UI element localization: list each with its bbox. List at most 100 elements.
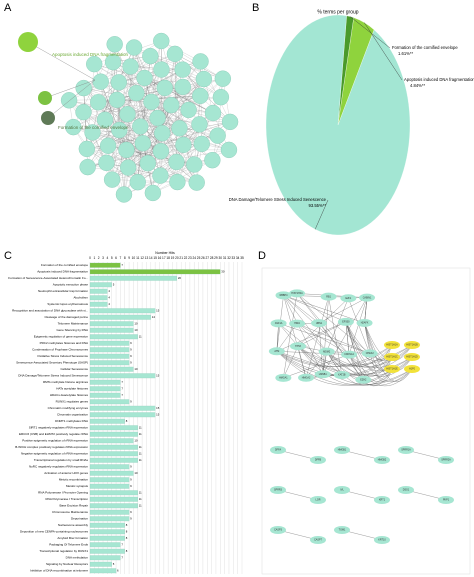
node-label: H1F0 (409, 368, 416, 371)
node (289, 319, 306, 328)
value-label: 10 (134, 438, 138, 442)
y-tick-label: Meiotic recombination (59, 478, 89, 482)
x-tick-label: 35 (240, 256, 244, 260)
bar (89, 288, 108, 294)
node (204, 104, 222, 122)
edge (127, 47, 135, 115)
node (134, 135, 152, 152)
y-tick-label: Oxidative Stress Induced Senescence (37, 354, 88, 358)
x-tick-label: 8 (124, 256, 126, 260)
x-tick-label: 28 (210, 256, 214, 260)
node-label: SPRR1A (401, 449, 411, 452)
node-label: Formation of the cornified envelope (58, 125, 129, 130)
edge (276, 323, 279, 352)
y-tick-label: Base Excision Repair (59, 504, 88, 508)
node (108, 91, 126, 109)
y-tick-label: DNA methylation (66, 556, 89, 560)
node (106, 36, 123, 53)
node (359, 293, 376, 302)
node (96, 111, 114, 128)
node (119, 106, 136, 123)
edge (98, 102, 180, 129)
node-label: LMNB1 (319, 373, 328, 376)
y-tick-label: Negative epigenetic regulation of rRNA e… (21, 452, 88, 456)
value-label: 7 (121, 555, 123, 559)
value-label: 4 (108, 295, 110, 299)
node (168, 153, 185, 171)
bar (89, 366, 134, 372)
node (84, 124, 101, 141)
bar (89, 470, 134, 476)
x-tick-label: 20 (175, 256, 179, 260)
panel-frame (261, 267, 471, 575)
edge (276, 351, 393, 386)
node-label: LOR (316, 499, 321, 502)
x-tick-label: 7 (120, 256, 122, 260)
node (180, 101, 197, 119)
node (166, 45, 184, 63)
node (214, 70, 232, 87)
node (404, 365, 420, 373)
x-tick-label: 25 (197, 256, 201, 260)
node (163, 96, 180, 114)
y-tick-label: Chromatin organization (57, 413, 88, 417)
bar (89, 262, 121, 268)
bar (89, 483, 130, 489)
bar (89, 457, 138, 463)
bar (89, 282, 112, 288)
value-label: 5 (113, 282, 115, 286)
node (384, 365, 400, 373)
y-tick-label: Packaging Of Telomere Ends (49, 543, 88, 547)
node (270, 526, 286, 534)
y-tick-label: Telomere Maintenance (58, 322, 89, 326)
x-tick-label: 4 (106, 256, 108, 260)
x-tick-label: 9 (128, 256, 130, 260)
node (103, 171, 121, 188)
node (169, 173, 186, 191)
node (384, 341, 400, 349)
y-tick-label: Gene Silencing by RNA (56, 328, 88, 332)
edge (297, 344, 413, 366)
y-tick-label: DNMT1 methylates DNA (55, 419, 88, 423)
bar (89, 386, 121, 392)
y-tick-label: HATs acetylate histones (56, 387, 88, 391)
bar (89, 496, 138, 502)
value-label: 11 (139, 432, 142, 436)
x-tick-label: 30 (219, 256, 223, 260)
node (139, 155, 157, 172)
bar (89, 477, 130, 483)
y-tick-label: ERCC6 (CSB) and EHMT2 positively regulat… (19, 432, 88, 436)
slice-value: 4.84%** (410, 83, 426, 88)
x-tick-label: 10 (132, 256, 136, 260)
node (192, 87, 209, 105)
edge (322, 297, 368, 375)
node (186, 156, 203, 173)
edge (348, 297, 368, 355)
node (125, 39, 143, 56)
node (128, 84, 145, 102)
node-label: KRT10 (378, 539, 386, 542)
y-tick-label: RUNX1 regulates genes (56, 400, 89, 404)
edge (364, 297, 368, 323)
edge (348, 354, 413, 377)
x-tick-label: 24 (192, 256, 196, 260)
edge (276, 351, 413, 386)
node-label: CASP7 (314, 539, 323, 542)
value-label: 4 (108, 302, 110, 306)
node (310, 536, 326, 544)
y-tick-label: B-WICH complex positively regulates rRNA… (15, 445, 88, 449)
bar (89, 399, 130, 405)
node-label: CHEK2 (366, 352, 375, 355)
bar (89, 431, 138, 437)
bar (89, 516, 130, 522)
node (90, 94, 107, 111)
bar (89, 353, 130, 359)
edge (278, 323, 299, 347)
node (143, 93, 160, 111)
x-tick-label: 1 (93, 256, 95, 260)
edge (151, 101, 162, 152)
x-tick-label: 3 (102, 256, 104, 260)
node (334, 486, 350, 494)
edge (364, 322, 393, 371)
bar (89, 438, 134, 444)
